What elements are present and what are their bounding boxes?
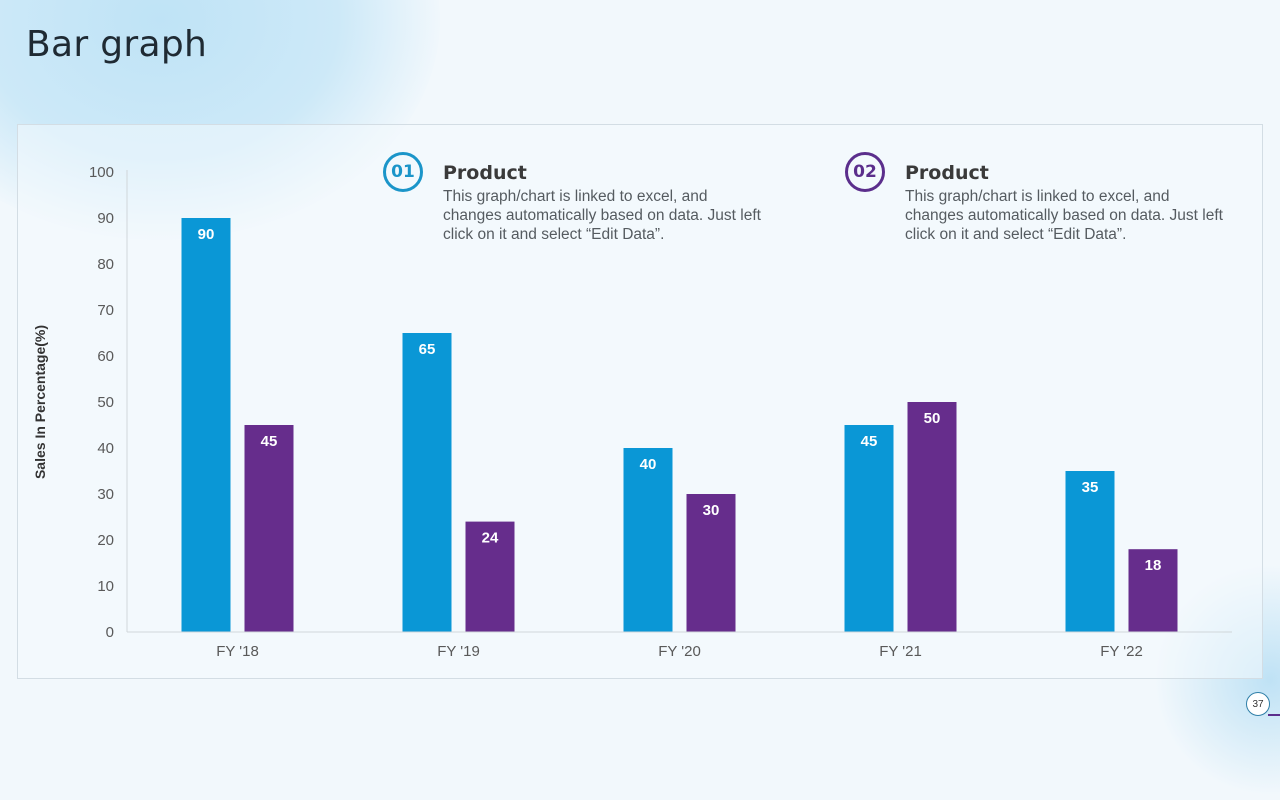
bar-2	[465, 521, 515, 632]
x-tick-label: FY '19	[437, 643, 480, 660]
bar-2	[686, 494, 736, 632]
bar-1	[402, 333, 452, 632]
data-label: 45	[861, 433, 878, 450]
y-axis: 0 10 20 30 40 50 60 70 80 90 100	[89, 164, 128, 641]
y-tick-label: 0	[106, 624, 114, 641]
bar-1	[181, 218, 231, 632]
y-tick-label: 50	[97, 394, 114, 411]
y-tick-label: 20	[97, 532, 114, 549]
note-heading: Product	[443, 162, 527, 184]
y-tick-label: 40	[97, 440, 114, 457]
bars: 90 45 65 24 40 30 45 50 35 18	[181, 218, 1178, 632]
y-tick-label: 30	[97, 486, 114, 503]
bar-1	[623, 448, 673, 632]
data-label: 90	[198, 226, 215, 243]
x-tick-label: FY '18	[216, 643, 259, 660]
x-tick-label: FY '20	[658, 643, 701, 660]
bar-2	[1128, 549, 1178, 632]
data-label: 50	[924, 410, 941, 427]
bar-2	[907, 402, 957, 632]
bar-1	[1065, 471, 1115, 632]
data-label: 40	[640, 456, 657, 473]
y-tick-label: 10	[97, 578, 114, 595]
data-label: 65	[419, 341, 436, 358]
x-tick-label: FY '22	[1100, 643, 1143, 660]
data-label: 45	[261, 433, 278, 450]
bar-1	[844, 425, 894, 632]
y-tick-label: 90	[97, 210, 114, 227]
data-label: 18	[1145, 557, 1162, 574]
y-tick-label: 100	[89, 164, 114, 181]
number-badge: 01	[383, 152, 423, 192]
x-axis: FY '18 FY '19 FY '20 FY '21 FY '22	[127, 631, 1232, 660]
y-tick-label: 80	[97, 256, 114, 273]
note-body: This graph/chart is linked to excel, and…	[443, 188, 761, 243]
data-label: 24	[482, 530, 499, 547]
number-badge: 02	[845, 152, 885, 192]
y-tick-label: 70	[97, 302, 114, 319]
page-title: Bar graph	[26, 24, 208, 65]
slide-number-accent	[1268, 714, 1280, 716]
slide-number: 37	[1246, 692, 1270, 716]
note-heading: Product	[905, 162, 989, 184]
y-axis-label: Sales In Percentage(%)	[32, 325, 48, 479]
x-tick-label: FY '21	[879, 643, 922, 660]
note-body: This graph/chart is linked to excel, and…	[905, 188, 1223, 243]
bar-2	[244, 425, 294, 632]
data-label: 35	[1082, 479, 1099, 496]
data-label: 30	[703, 502, 720, 519]
y-tick-label: 60	[97, 348, 114, 365]
